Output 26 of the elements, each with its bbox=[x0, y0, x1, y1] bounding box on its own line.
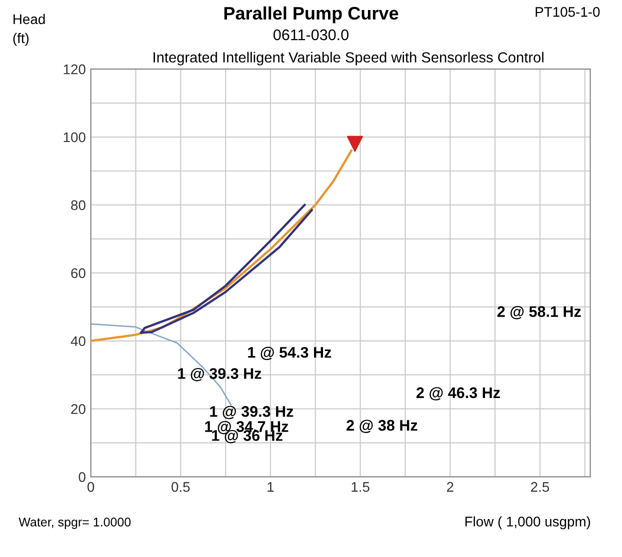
annotation: 2 @ 58.1 Hz bbox=[497, 306, 581, 320]
y-tick-label: 40 bbox=[70, 336, 86, 346]
annotation: 1 @ 39.3 Hz bbox=[178, 368, 262, 382]
text: Water, spgr= 1.0000 bbox=[18, 518, 131, 529]
y-tick-label: 120 bbox=[64, 64, 86, 74]
x-tick-label: 0.5 bbox=[172, 482, 190, 492]
x-tick-label: 2.5 bbox=[531, 482, 550, 492]
y-tick-label: 20 bbox=[71, 404, 86, 414]
y-tick-label: 60 bbox=[71, 268, 86, 278]
y-tick-label: 0 bbox=[78, 472, 86, 482]
x-tick-label: 2 bbox=[446, 482, 454, 492]
y-tick-label: 80 bbox=[71, 200, 86, 210]
annotation: 1 @ 39.3 Hz bbox=[210, 406, 294, 420]
text: Integrated Intelligent Variable Speed with Sensorless Control bbox=[154, 52, 544, 66]
y-tick-label: 100 bbox=[64, 132, 86, 142]
x-axis-title: Flow ( 1,000 usgpm) bbox=[465, 516, 590, 530]
chart-title: Parallel Pump Curve bbox=[224, 6, 398, 24]
annotation: 2 @ 38 Hz bbox=[346, 420, 418, 434]
annotation: 1 @ 54.3 Hz bbox=[248, 346, 332, 360]
chart-subtitle: 0611-030.0 bbox=[274, 29, 348, 40]
annotation: 2 @ 46.3 Hz bbox=[416, 387, 500, 400]
y-axis-title: Head (ft) bbox=[13, 14, 45, 46]
x-tick-label: 0 bbox=[87, 482, 94, 492]
text: PT105-1-0 bbox=[536, 7, 600, 17]
x-tick-label: 1.5 bbox=[352, 482, 370, 492]
x-tick-label: 1 bbox=[268, 482, 274, 492]
